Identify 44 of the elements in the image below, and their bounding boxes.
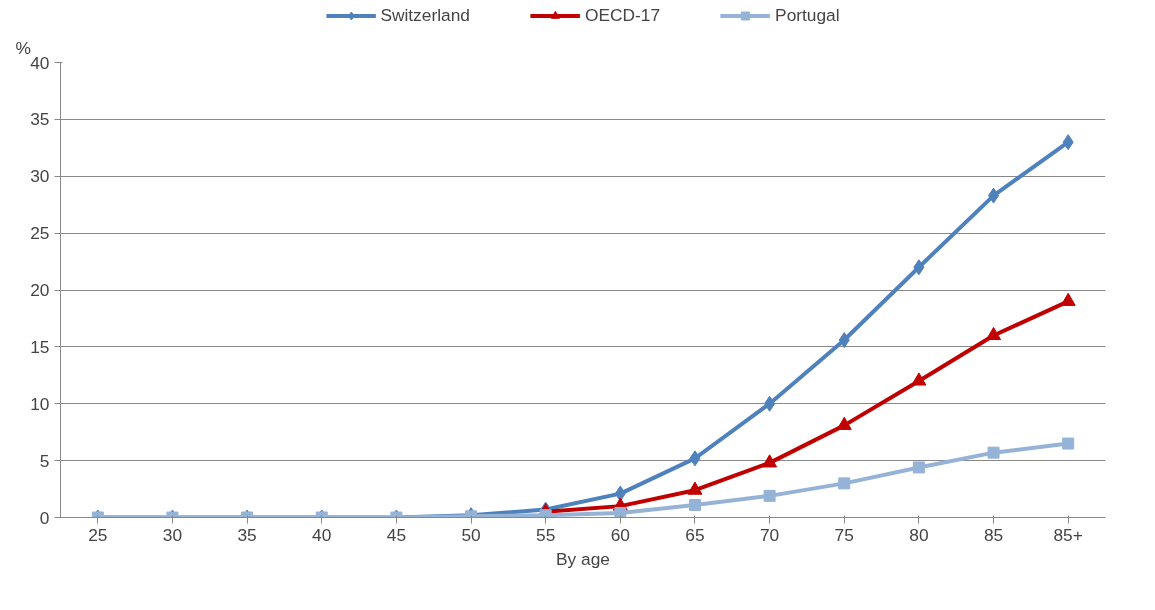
legend-label: Switzerland	[380, 4, 470, 26]
y-tick-label: 0	[39, 507, 50, 528]
legend-label: OECD-17	[584, 4, 661, 26]
point	[988, 187, 1000, 204]
point	[688, 498, 701, 511]
x-tick-label: 80	[909, 524, 929, 545]
x-tick-label: 75	[834, 524, 854, 545]
point	[1060, 292, 1076, 306]
point	[838, 332, 850, 349]
y-tick-label: 20	[30, 280, 50, 300]
x-tick-label: 65	[685, 524, 705, 545]
x-axis-title: By age	[556, 548, 610, 569]
y-tick-label: 15	[30, 336, 50, 357]
x-tick-label: 70	[759, 524, 780, 545]
x-tick-label: 50	[461, 524, 481, 545]
point	[836, 416, 852, 430]
point	[987, 446, 1000, 459]
point	[986, 326, 1002, 341]
y-tick-label: 30	[30, 166, 50, 187]
x-tick-label: 30	[162, 524, 183, 545]
y-tick-label: 25	[30, 223, 50, 244]
x-tick-label: 55	[536, 524, 556, 545]
x-tick-label: 40	[312, 524, 332, 545]
x-tick-label: 85+	[1053, 524, 1083, 545]
point	[614, 506, 627, 518]
x-tick-label: 60	[610, 524, 630, 545]
point	[1062, 437, 1075, 450]
point	[687, 481, 703, 495]
x-tick-label: 85	[983, 524, 1004, 545]
x-tick-label: 35	[237, 524, 257, 545]
x-tick-label: 25	[88, 524, 108, 545]
y-tick-label: 35	[30, 109, 50, 130]
point	[1062, 134, 1074, 151]
point	[764, 395, 776, 412]
point	[911, 372, 927, 386]
x-tick-label: 45	[386, 524, 407, 545]
point	[763, 489, 776, 502]
point	[762, 454, 778, 468]
y-axis-title: %	[15, 37, 31, 58]
legend-label: Portugal	[775, 4, 840, 26]
point	[913, 259, 925, 276]
y-tick-label: 40	[30, 52, 50, 73]
y-tick-label: 10	[30, 393, 50, 414]
y-tick-label: 5	[39, 450, 50, 471]
